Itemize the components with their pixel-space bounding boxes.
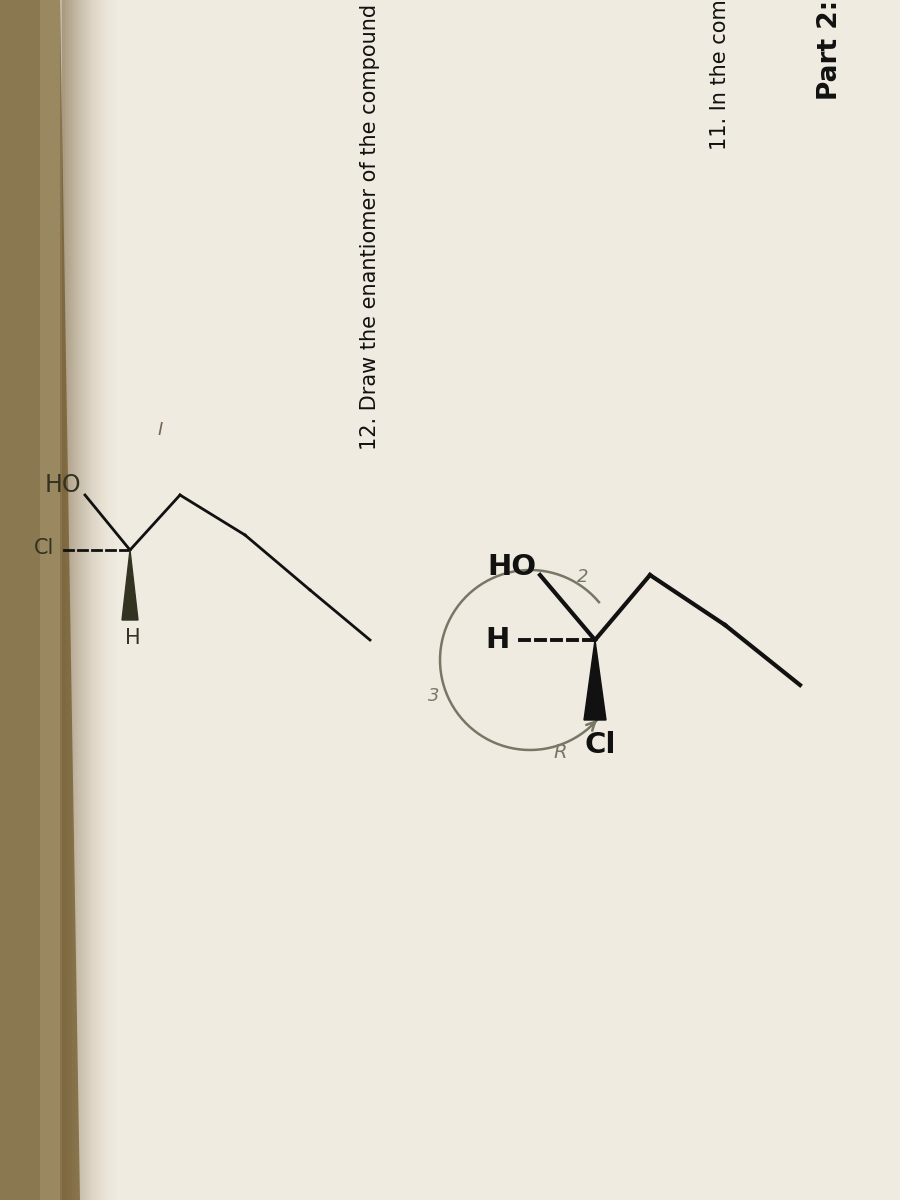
- Text: Cl: Cl: [34, 538, 54, 558]
- Bar: [66, 0, 69, 1200]
- Bar: [76, 0, 79, 1200]
- Bar: [101, 0, 104, 1200]
- Text: I: I: [158, 421, 163, 439]
- Bar: [110, 0, 112, 1200]
- Bar: [88, 0, 92, 1200]
- Text: H: H: [485, 626, 509, 654]
- Text: 3: 3: [428, 686, 439, 704]
- Bar: [106, 0, 110, 1200]
- Polygon shape: [584, 640, 606, 720]
- Text: 2: 2: [577, 568, 589, 586]
- Bar: [70, 0, 74, 1200]
- Bar: [92, 0, 94, 1200]
- Polygon shape: [122, 550, 138, 620]
- Bar: [112, 0, 115, 1200]
- Bar: [83, 0, 86, 1200]
- Bar: [65, 0, 68, 1200]
- Text: H: H: [125, 628, 140, 648]
- Polygon shape: [60, 0, 900, 1200]
- Bar: [115, 0, 119, 1200]
- Text: Cl: Cl: [584, 731, 616, 758]
- Bar: [72, 0, 75, 1200]
- Bar: [93, 0, 96, 1200]
- Bar: [0, 0, 80, 1200]
- Text: 12. Draw the enantiomer of the compound shown in question 11.: 12. Draw the enantiomer of the compound …: [360, 0, 380, 450]
- Bar: [114, 0, 117, 1200]
- Bar: [108, 0, 111, 1200]
- Bar: [69, 0, 72, 1200]
- Bar: [84, 0, 87, 1200]
- Bar: [79, 0, 83, 1200]
- Bar: [68, 0, 70, 1200]
- Bar: [75, 0, 78, 1200]
- Bar: [117, 0, 120, 1200]
- Bar: [99, 0, 102, 1200]
- Text: HO: HO: [488, 553, 536, 581]
- Bar: [96, 0, 99, 1200]
- Bar: [60, 0, 63, 1200]
- Bar: [102, 0, 105, 1200]
- Bar: [63, 0, 66, 1200]
- Bar: [0, 0, 40, 1200]
- Bar: [111, 0, 114, 1200]
- Text: Part 2: Open Response: Part 2: Open Response: [817, 0, 843, 100]
- Bar: [105, 0, 108, 1200]
- Bar: [90, 0, 93, 1200]
- Text: 11. In the compound below, identify the stereocenter as R or S.: 11. In the compound below, identify the …: [710, 0, 730, 150]
- Bar: [86, 0, 88, 1200]
- Bar: [104, 0, 106, 1200]
- Bar: [87, 0, 90, 1200]
- Bar: [61, 0, 65, 1200]
- Text: HO: HO: [45, 473, 81, 497]
- Bar: [81, 0, 84, 1200]
- Bar: [97, 0, 101, 1200]
- Bar: [78, 0, 81, 1200]
- Bar: [119, 0, 122, 1200]
- Text: R: R: [554, 744, 567, 762]
- Bar: [74, 0, 76, 1200]
- Bar: [94, 0, 97, 1200]
